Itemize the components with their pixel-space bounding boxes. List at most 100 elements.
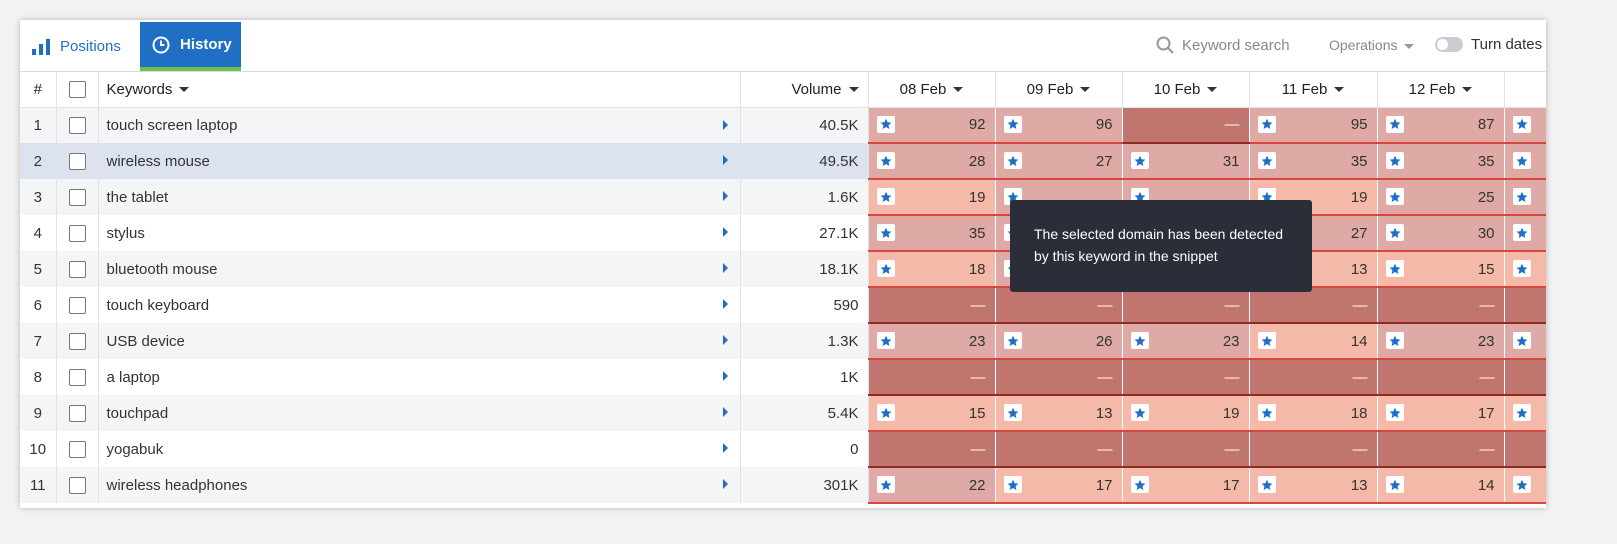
keyword-search[interactable]: Keyword search (1156, 36, 1290, 54)
star-icon (880, 155, 891, 166)
star-icon (1389, 479, 1400, 490)
date-header[interactable]: 08 Feb (868, 72, 996, 108)
snippet-star (1385, 152, 1404, 169)
snippet-star (876, 224, 895, 241)
checkbox[interactable] (68, 188, 86, 206)
row-number: 7 (20, 323, 57, 359)
expand-arrow[interactable] (722, 407, 728, 417)
snippet-star (1130, 476, 1149, 493)
position-cell: 87 (1377, 107, 1505, 144)
snippet-star (1385, 224, 1404, 241)
expand-arrow[interactable] (722, 191, 728, 201)
operations-menu[interactable]: Operations (1329, 37, 1415, 53)
date-header[interactable]: 10 Feb (1122, 72, 1250, 108)
star-icon (1516, 407, 1527, 418)
position-cell: 17 (1122, 467, 1250, 504)
volume-header[interactable]: Volume (740, 72, 869, 108)
keyword: touch keyboard (106, 296, 210, 314)
table-body: 1 touch screen laptop 40.5K 92 96—95 87 2 wirel… (20, 107, 1546, 504)
keywords-header[interactable]: Keywords (98, 72, 741, 108)
partial-date-header (1504, 72, 1546, 108)
position-value: — (1352, 368, 1368, 386)
expand-arrow[interactable] (722, 335, 728, 345)
checkbox[interactable] (68, 117, 86, 135)
position-cell: 14 (1249, 323, 1378, 360)
snippet-star (1385, 332, 1404, 349)
position-value: 19 (968, 188, 986, 206)
expand-arrow[interactable] (722, 299, 728, 309)
checkbox[interactable] (68, 368, 86, 386)
checkbox[interactable] (68, 224, 86, 242)
history-tab[interactable]: History (140, 22, 241, 71)
star-icon (880, 263, 891, 274)
date-header[interactable]: 11 Feb (1249, 72, 1378, 108)
row-select (56, 359, 99, 395)
checkbox[interactable] (68, 404, 86, 422)
caret (1404, 43, 1415, 49)
star-icon (880, 479, 891, 490)
keyword-row: 6 touch keyboard 590 — — — — — (20, 287, 1546, 324)
date-header[interactable]: 12 Feb (1377, 72, 1505, 108)
checkbox[interactable] (68, 296, 86, 314)
checkbox[interactable] (68, 440, 86, 458)
checkbox[interactable] (68, 332, 86, 350)
partial-position-cell (1504, 395, 1546, 432)
keyword-cell: touchpad (98, 395, 741, 431)
volume: 18.1K (740, 251, 869, 287)
turn-dates-toggle[interactable]: Turn dates (1435, 36, 1542, 53)
expand-arrow[interactable] (722, 227, 728, 237)
position-cell: 27 (995, 143, 1123, 180)
expand-arrow[interactable] (722, 443, 728, 453)
position-value: 35 (1477, 152, 1495, 170)
position-cell: 23 (1122, 323, 1250, 360)
row-select (56, 143, 99, 179)
positions-tab[interactable]: Positions (20, 22, 138, 71)
partial-position-cell (1504, 323, 1546, 360)
position-cell: — (1377, 431, 1505, 468)
keyword-cell: a laptop (98, 359, 741, 395)
position-cell: 92 (868, 107, 996, 144)
date-header[interactable]: 09 Feb (995, 72, 1123, 108)
snippet-star (876, 476, 895, 493)
keyword: USB device (106, 332, 185, 350)
star-icon (1007, 155, 1018, 166)
position-cell: — (868, 359, 996, 396)
row-number: 6 (20, 287, 57, 323)
keyword: stylus (106, 224, 145, 242)
star-icon (1516, 118, 1527, 129)
row-number: 5 (20, 251, 57, 287)
position-cell: 23 (1377, 323, 1505, 360)
tab-label: History (180, 36, 232, 53)
header-row: # Keywords Volume 08 Feb 09 Feb 10 Feb 11 Feb 1… (20, 72, 1546, 108)
star-icon (1007, 407, 1018, 418)
partial-position-cell (1504, 431, 1546, 468)
position-value: 19 (1222, 404, 1240, 422)
snippet-star (1512, 260, 1531, 277)
checkbox[interactable] (68, 152, 86, 170)
position-value: — (1479, 296, 1495, 314)
star-icon (1389, 227, 1400, 238)
keyword-row: 5 bluetooth mouse 18.1K 18 13 15 (20, 251, 1546, 288)
star-icon (1134, 479, 1145, 490)
checkbox[interactable] (68, 260, 86, 278)
expand-arrow[interactable] (722, 371, 728, 381)
checkbox[interactable] (68, 476, 86, 494)
expand-arrow[interactable] (722, 479, 728, 489)
snippet-star (1512, 332, 1531, 349)
volume: 5.4K (740, 395, 869, 431)
position-value: 27 (1350, 224, 1368, 242)
clock-icon (152, 36, 170, 53)
snippet-star (1512, 115, 1531, 133)
snippet-star (1512, 152, 1531, 169)
expand-arrow[interactable] (722, 119, 728, 130)
expand-arrow[interactable] (722, 263, 728, 273)
search-placeholder: Keyword search (1182, 36, 1290, 54)
expand-arrow[interactable] (722, 155, 728, 165)
star-icon (1134, 191, 1145, 202)
snippet-star (1257, 332, 1276, 349)
checkbox[interactable] (68, 81, 86, 99)
keyword: bluetooth mouse (106, 260, 218, 278)
volume: 0 (740, 431, 869, 467)
snippet-star (876, 404, 895, 421)
row-number: 3 (20, 179, 57, 215)
